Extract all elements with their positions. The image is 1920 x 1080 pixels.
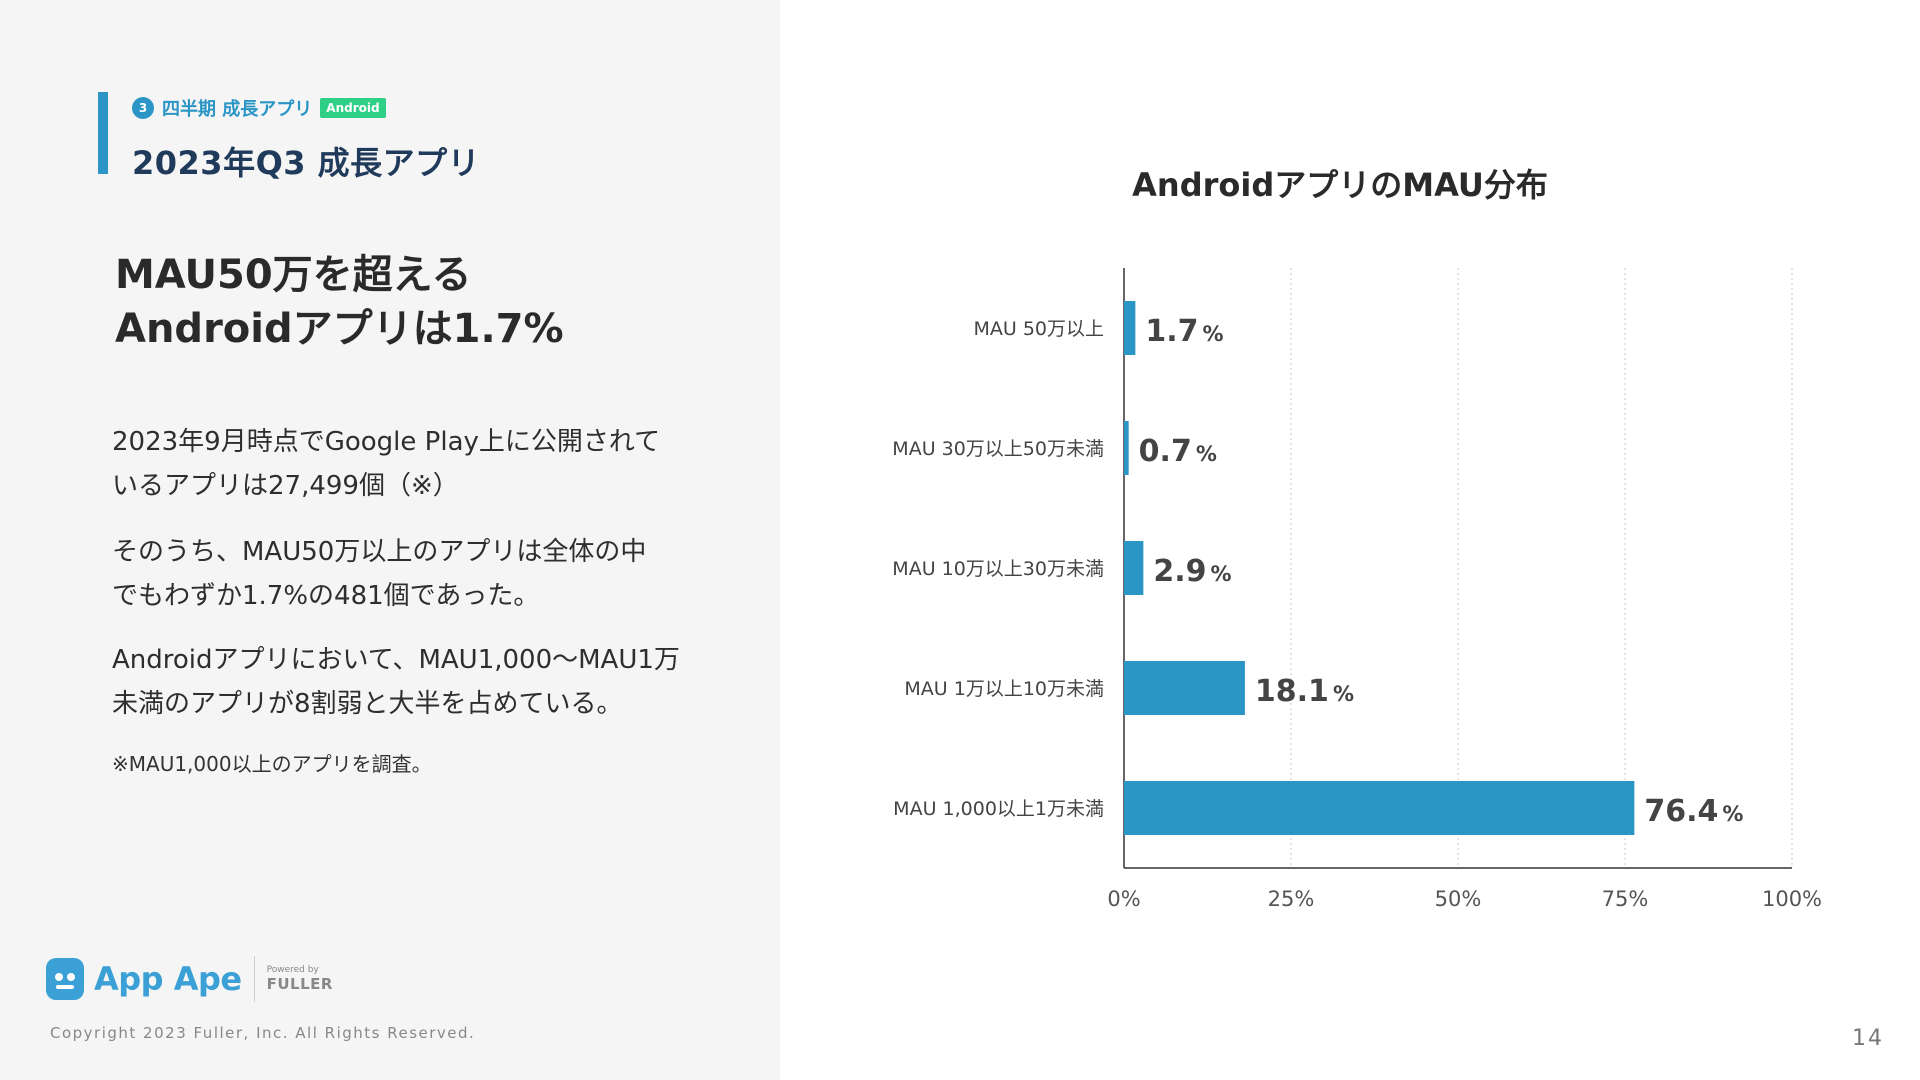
chart-title: AndroidアプリのMAU分布 [1132, 166, 1548, 204]
platform-badge: Android [320, 98, 386, 118]
bar-0 [1124, 301, 1136, 355]
page-title: 2023年Q3 成長アプリ [132, 144, 481, 182]
category-label-3: MAU 1万以上10万未満 [904, 678, 1104, 700]
powered-by: Powered by FULLER [267, 965, 333, 993]
logo-divider [253, 956, 255, 1002]
data-label-2: 2.9% [1153, 554, 1231, 589]
title-accent-bar [98, 92, 108, 174]
category-label-1: MAU 30万以上50万未満 [892, 438, 1104, 460]
survey-note: ※MAU1,000以上のアプリを調査。 [112, 752, 432, 776]
bar-2 [1124, 541, 1144, 595]
data-label-4: 76.4% [1644, 794, 1743, 829]
section-header: 3 四半期 成長アプリ Android [132, 96, 386, 120]
x-tick-label-1: 25% [1268, 887, 1315, 911]
bar-4 [1124, 781, 1635, 835]
bar-1 [1124, 421, 1129, 475]
paragraph-2: そのうち、MAU50万以上のアプリは全体の中 でもわずか1.7%の481個であっ… [112, 530, 722, 618]
headline: MAU50万を超える Androidアプリは1.7% [115, 248, 735, 356]
x-tick-label-0: 0% [1107, 887, 1140, 911]
category-label-0: MAU 50万以上 [973, 318, 1104, 340]
powered-by-label: Powered by [266, 965, 319, 975]
paragraph-3-line-1: Androidアプリにおいて、MAU1,000〜MAU1万 [112, 645, 680, 675]
left-panel [0, 0, 780, 1080]
section-number-badge: 3 [132, 97, 154, 119]
paragraph-1-line-1: 2023年9月時点でGoogle Play上に公開されて [112, 427, 661, 457]
category-label-4: MAU 1,000以上1万未満 [893, 798, 1104, 820]
headline-line-1: MAU50万を超える [115, 252, 472, 298]
paragraph-3-line-2: 未満のアプリが8割弱と大半を占めている。 [112, 689, 623, 719]
x-tick-label-3: 75% [1602, 887, 1649, 911]
fuller-logo: FULLER [266, 975, 333, 993]
paragraph-1-line-2: いるアプリは27,499個（※） [112, 471, 459, 501]
paragraph-3: Androidアプリにおいて、MAU1,000〜MAU1万 未満のアプリが8割弱… [112, 638, 722, 726]
x-tick-label-4: 100% [1762, 887, 1822, 911]
data-label-0: 1.7% [1145, 314, 1223, 349]
category-label-2: MAU 10万以上30万未満 [892, 558, 1104, 580]
app-ape-logo: App Ape Powered by FULLER [46, 955, 333, 1003]
data-label-3: 18.1% [1255, 674, 1354, 709]
paragraph-2-line-2: でもわずか1.7%の481個であった。 [112, 581, 540, 611]
paragraph-2-line-1: そのうち、MAU50万以上のアプリは全体の中 [112, 537, 647, 567]
bar-3 [1124, 661, 1245, 715]
logo-text: App Ape [94, 960, 242, 998]
paragraph-1: 2023年9月時点でGoogle Play上に公開されて いるアプリは27,49… [112, 420, 722, 508]
headline-line-2: Androidアプリは1.7% [115, 306, 564, 352]
x-tick-label-2: 50% [1435, 887, 1482, 911]
data-label-1: 0.7% [1139, 434, 1217, 469]
section-label: 四半期 成長アプリ [162, 99, 313, 120]
app-ape-mascot-icon [46, 958, 84, 1000]
page-number: 14 [1852, 1026, 1884, 1051]
copyright: Copyright 2023 Fuller, Inc. All Rights R… [50, 1024, 476, 1042]
